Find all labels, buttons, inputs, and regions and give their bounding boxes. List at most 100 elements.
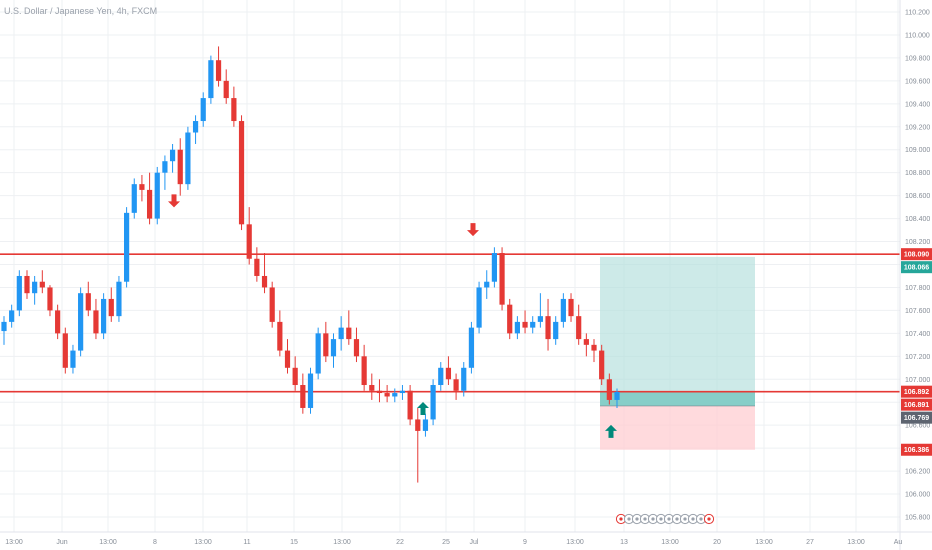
event-dot-icon	[651, 517, 655, 521]
candle-body	[139, 184, 145, 190]
profit-zone[interactable]	[600, 256, 755, 406]
candle-body	[476, 287, 482, 328]
sell-arrow-icon	[467, 223, 479, 237]
candle-body	[346, 327, 352, 340]
time-tick-label: 22	[396, 539, 404, 546]
candle-body	[399, 390, 406, 394]
price-tag	[901, 398, 932, 411]
time-tick-label: 11	[243, 539, 250, 546]
horizontal-levels[interactable]	[0, 253, 900, 393]
event-dot-icon	[635, 517, 639, 521]
candle-body	[24, 275, 30, 294]
loss-zone[interactable]	[600, 405, 755, 450]
time-tick-label: 13:00	[194, 539, 212, 546]
time-tick-label: 20	[713, 539, 721, 546]
event-dot-icon	[691, 517, 695, 521]
price-tick-label: 109.600	[905, 78, 930, 85]
candle-body	[70, 350, 76, 368]
candle-body	[445, 367, 452, 380]
candle-body	[85, 293, 91, 311]
event-dot-icon	[659, 517, 663, 521]
event-dot-icon	[675, 517, 679, 521]
time-tick-label: Jul	[470, 539, 479, 546]
event-dot-icon	[667, 517, 671, 521]
candle-body	[338, 327, 344, 340]
price-tag-label: 108.066	[904, 265, 929, 272]
symbol-title: U.S. Dollar / Japanese Yen, 4h, FXCM	[4, 6, 157, 16]
current-profit-band	[600, 391, 755, 406]
candle-body	[192, 121, 199, 133]
candle-body	[530, 321, 536, 328]
candle-body	[9, 310, 15, 322]
candle-body	[108, 298, 114, 317]
time-tick-label: 13:00	[5, 539, 23, 546]
candle-body	[47, 287, 53, 311]
candle-body	[361, 356, 367, 386]
candle-body	[438, 367, 444, 386]
event-dot-icon	[627, 517, 631, 521]
candle-body	[238, 121, 245, 225]
candle-body	[146, 189, 153, 219]
candle-body	[261, 275, 268, 288]
candle-body	[254, 258, 260, 276]
candle-body	[231, 98, 237, 122]
candle-body	[392, 393, 398, 397]
candle-body	[422, 419, 429, 431]
price-tick-label: 106.600	[905, 423, 930, 430]
time-axis[interactable]: 13:00 Jun 13:00 8 13:00 11 15 13:00 22 25 Jul 9 13:0…	[5, 539, 902, 546]
candle-body	[32, 281, 38, 294]
candle-body	[453, 379, 459, 391]
price-tick-label: 107.800	[905, 285, 930, 292]
price-tag-label: 108.090	[904, 252, 929, 259]
candle-body	[369, 385, 375, 391]
candle-body	[522, 321, 528, 328]
candle-body	[430, 385, 436, 420]
price-tick-label: 107.200	[905, 354, 930, 361]
candle-body	[315, 333, 321, 374]
candlestick-series	[1, 46, 620, 483]
candle-body	[407, 390, 413, 420]
time-tick-label: 13:00	[755, 539, 773, 546]
price-tag-label: 106.769	[904, 415, 929, 422]
event-dot-icon	[707, 517, 711, 521]
candle-body	[461, 367, 467, 391]
price-tick-label: 105.800	[905, 515, 930, 522]
price-tick-label: 107.400	[905, 331, 930, 338]
candle-body	[39, 281, 45, 288]
candle-body	[215, 60, 222, 81]
time-tick-label: 13	[620, 539, 628, 546]
candle-body	[1, 321, 7, 332]
candle-body	[177, 149, 183, 185]
long-position-tool[interactable]	[600, 256, 755, 450]
price-tag	[901, 248, 932, 261]
candle-body	[491, 253, 497, 282]
candle-body	[300, 385, 306, 408]
economic-events-strip[interactable]	[615, 513, 715, 525]
candle-body	[307, 373, 314, 408]
price-tick-label: 109.200	[905, 124, 930, 131]
price-tag	[901, 411, 932, 424]
candle-body	[591, 344, 597, 351]
time-tick-label: 9	[523, 539, 527, 546]
candle-body	[246, 224, 252, 259]
time-tick-label: 15	[290, 539, 298, 546]
candle-body	[606, 379, 612, 400]
candle-body	[576, 316, 582, 340]
price-tag	[901, 261, 932, 274]
time-tick-label: Au	[894, 539, 903, 546]
price-tags: 108.090 108.066 106.892 106.891 106.769 106.3…	[901, 248, 932, 456]
price-tick-label: 108.400	[905, 216, 930, 223]
candle-body	[162, 161, 168, 173]
price-tick-label: 106.200	[905, 469, 930, 476]
candle-body	[614, 391, 620, 400]
candle-body	[330, 339, 337, 357]
price-tick-label: 106.000	[905, 492, 930, 499]
time-tick-label: Jun	[56, 539, 67, 546]
price-tick-label: 109.800	[905, 55, 930, 62]
buy-arrow-icon	[417, 401, 429, 415]
price-tick-label: 108.800	[905, 170, 930, 177]
candle-body	[55, 310, 61, 334]
candle-body	[323, 333, 329, 357]
price-tag-label: 106.892	[904, 389, 929, 396]
